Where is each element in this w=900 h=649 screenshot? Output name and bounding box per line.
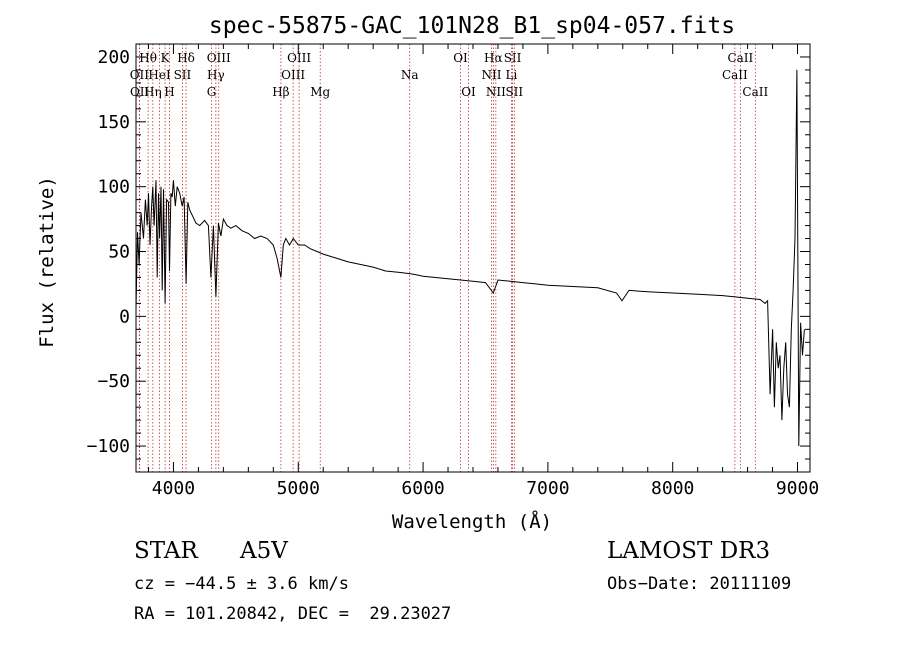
line-label: Hθ bbox=[139, 51, 157, 65]
spectrum-line bbox=[135, 69, 805, 447]
x-tick-label: 8000 bbox=[651, 478, 694, 499]
line-label: G bbox=[207, 85, 217, 99]
line-label: Li bbox=[506, 68, 518, 82]
line-label: OII bbox=[130, 85, 150, 99]
line-label: OIII bbox=[287, 51, 311, 65]
y-tick-label: −50 bbox=[97, 371, 130, 392]
line-label: OIII bbox=[281, 68, 305, 82]
x-tick-label: 6000 bbox=[401, 478, 444, 499]
line-label: Hδ bbox=[177, 51, 195, 65]
y-tick-label: 0 bbox=[119, 306, 130, 327]
line-label: NII bbox=[481, 68, 501, 82]
line-label: Hγ bbox=[207, 68, 225, 82]
coordinates: RA = 101.20842, DEC = 29.23027 bbox=[134, 604, 452, 624]
x-tick-label: 9000 bbox=[776, 478, 819, 499]
y-tick-label: 200 bbox=[97, 47, 130, 68]
y-tick-label: −100 bbox=[87, 436, 130, 457]
y-tick-label: 150 bbox=[97, 112, 130, 133]
object-subclass: A5V bbox=[240, 538, 288, 564]
plot-frame bbox=[135, 43, 811, 473]
x-axis-label: Wavelength (Å) bbox=[392, 510, 552, 533]
spectral-line-markers: HθOIIOIIHηHeIKHSIIHδHγGOIIIHβOIIIOIIIMgN… bbox=[130, 44, 768, 472]
line-label: HeI bbox=[148, 68, 171, 82]
x-tick-label: 4000 bbox=[152, 478, 195, 499]
y-axis: −100 −50 0 50 100 150 200 bbox=[87, 43, 810, 460]
line-label: CaII bbox=[742, 85, 768, 99]
line-label: OI bbox=[461, 85, 476, 99]
line-label: OIII bbox=[207, 51, 231, 65]
object-class: STAR bbox=[134, 538, 198, 564]
y-tick-label: 50 bbox=[108, 242, 130, 263]
line-label: OII bbox=[130, 68, 150, 82]
line-label: CaII bbox=[722, 68, 748, 82]
x-tick-label: 5000 bbox=[277, 478, 320, 499]
x-tick-label: 7000 bbox=[526, 478, 569, 499]
y-axis-label: Flux (relative) bbox=[36, 176, 58, 348]
x-axis: 4000 5000 6000 7000 8000 9000 bbox=[147, 44, 819, 499]
line-label: H bbox=[164, 85, 174, 99]
line-label: Mg bbox=[310, 85, 330, 99]
survey-name: LAMOST DR3 bbox=[607, 538, 771, 564]
line-label: CaII bbox=[727, 51, 753, 65]
redshift-info: cz = −44.5 ± 3.6 km/s bbox=[134, 574, 349, 594]
line-label: OI bbox=[453, 51, 468, 65]
line-label: Na bbox=[401, 68, 419, 82]
line-label: Hη bbox=[144, 85, 162, 99]
observation-date: Obs−Date: 20111109 bbox=[607, 574, 792, 594]
line-label: SII bbox=[504, 51, 522, 65]
line-label: NII bbox=[486, 85, 506, 99]
line-label: SII bbox=[174, 68, 192, 82]
y-tick-label: 100 bbox=[97, 177, 130, 198]
chart-title: spec-55875-GAC_101N28_B1_sp04-057.fits bbox=[209, 13, 735, 39]
line-label: Hα bbox=[484, 51, 503, 65]
line-label: K bbox=[161, 51, 171, 65]
line-label: SII bbox=[505, 85, 523, 99]
line-label: Hβ bbox=[272, 85, 289, 99]
